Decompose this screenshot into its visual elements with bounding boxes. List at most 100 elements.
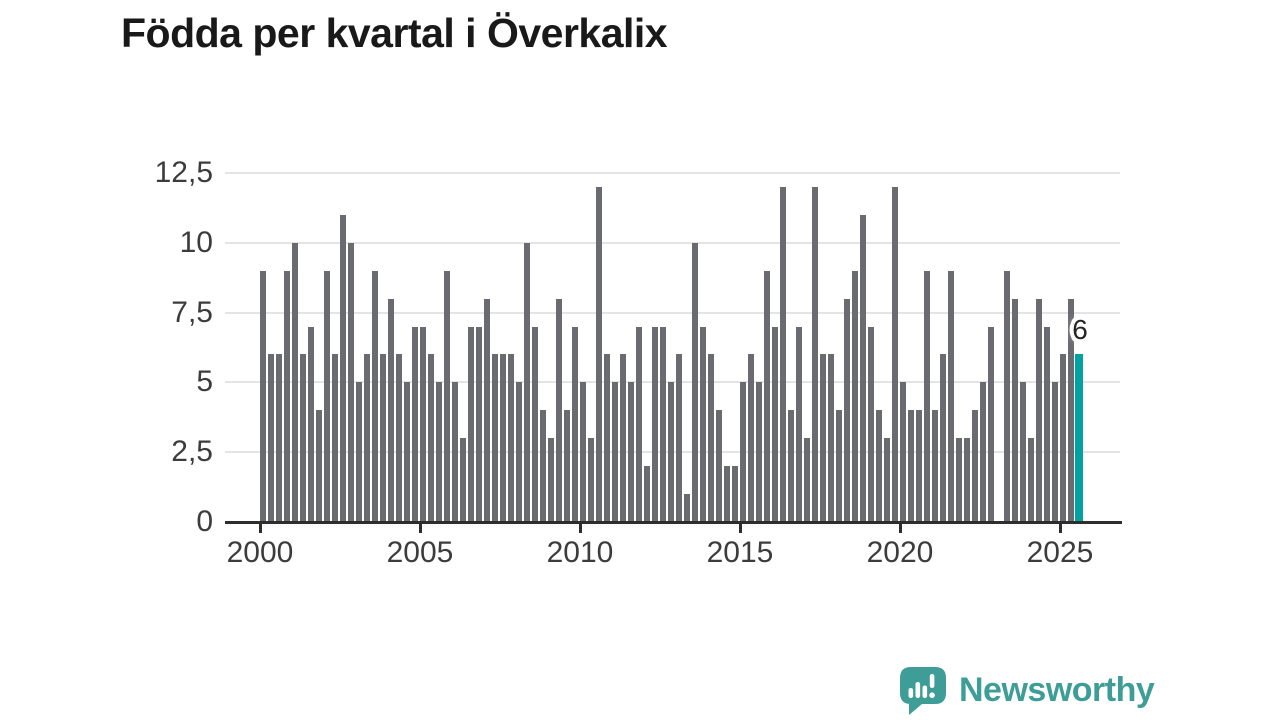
bar [532, 327, 538, 522]
bar [364, 354, 370, 522]
bar [1020, 382, 1026, 522]
bar [580, 382, 586, 522]
bar [676, 354, 682, 522]
bar [388, 299, 394, 522]
bar [1036, 299, 1042, 522]
gridline-7,5 [225, 311, 1120, 314]
gridline-10 [225, 241, 1120, 244]
bar [804, 438, 810, 522]
bar [1060, 354, 1066, 522]
bar [668, 382, 674, 522]
bar [748, 354, 754, 522]
bar [972, 410, 978, 522]
bar [316, 410, 322, 522]
x-axis-line [225, 521, 1122, 524]
bar [828, 354, 834, 522]
bar [572, 327, 578, 522]
bar [796, 327, 802, 522]
y-tick-label-7,5: 7,5 [171, 295, 213, 329]
x-tick-2010 [579, 524, 582, 533]
bar [620, 354, 626, 522]
newsworthy-logo-icon [900, 667, 946, 715]
x-tick-label-2000: 2000 [226, 536, 294, 569]
bar [916, 410, 922, 522]
bar [308, 327, 314, 522]
bar [404, 382, 410, 522]
bar [348, 243, 354, 522]
bar [884, 438, 890, 522]
x-tick-label-2020: 2020 [866, 536, 934, 569]
y-tick-label-5: 5 [196, 365, 213, 399]
y-tick-label-12,5: 12,5 [154, 156, 213, 189]
bar [660, 327, 666, 522]
x-tick-2000 [259, 524, 262, 533]
bar [764, 271, 770, 522]
x-tick-2020 [899, 524, 902, 533]
bar [588, 438, 594, 522]
bar [756, 382, 762, 522]
bar [340, 215, 346, 522]
bar [292, 243, 298, 522]
bar [540, 410, 546, 522]
bar [444, 271, 450, 522]
bar-highlight-latest [1075, 354, 1083, 522]
bar [508, 354, 514, 522]
bar [596, 187, 602, 522]
plot-area: 6 [225, 172, 1120, 522]
bar [844, 299, 850, 522]
bar [268, 354, 274, 522]
x-tick-2015 [739, 524, 742, 533]
bar [836, 410, 842, 522]
bar [420, 327, 426, 522]
bar [1068, 299, 1074, 522]
x-tick-2025 [1059, 524, 1062, 533]
bar [1012, 299, 1018, 522]
y-tick-label-10: 10 [179, 225, 213, 259]
bar [260, 271, 266, 522]
bar [1052, 382, 1058, 522]
bar [940, 354, 946, 522]
bar [812, 187, 818, 522]
bar [524, 243, 530, 522]
bar [460, 438, 466, 522]
x-tick-2005 [419, 524, 422, 533]
bar [492, 354, 498, 522]
bar [740, 382, 746, 522]
bar [380, 354, 386, 522]
x-tick-label-2025: 2025 [1026, 536, 1094, 569]
highlight-value-label: 6 [1072, 314, 1088, 346]
bar [324, 271, 330, 522]
bar [548, 438, 554, 522]
bar [1028, 438, 1034, 522]
bar [332, 354, 338, 522]
bar [484, 299, 490, 522]
bar [356, 382, 362, 522]
x-tick-label-2005: 2005 [386, 536, 454, 569]
bar [1044, 327, 1050, 522]
bar [948, 271, 954, 522]
bar [900, 382, 906, 522]
bar [412, 327, 418, 522]
bar [924, 271, 930, 522]
bar [860, 215, 866, 522]
bar [724, 466, 730, 522]
bar [788, 410, 794, 522]
x-tick-label-2010: 2010 [546, 536, 614, 569]
bar [980, 382, 986, 522]
x-tick-label-2015: 2015 [706, 536, 774, 569]
bar [636, 327, 642, 522]
bar [868, 327, 874, 522]
bar [964, 438, 970, 522]
brand-footer: Newsworthy [897, 663, 1155, 717]
bar [612, 382, 618, 522]
bar [700, 327, 706, 522]
bar [820, 354, 826, 522]
bar [436, 382, 442, 522]
bar [692, 243, 698, 522]
bar [372, 271, 378, 522]
bar [428, 354, 434, 522]
bar [652, 327, 658, 522]
bar [500, 354, 506, 522]
bar [396, 354, 402, 522]
